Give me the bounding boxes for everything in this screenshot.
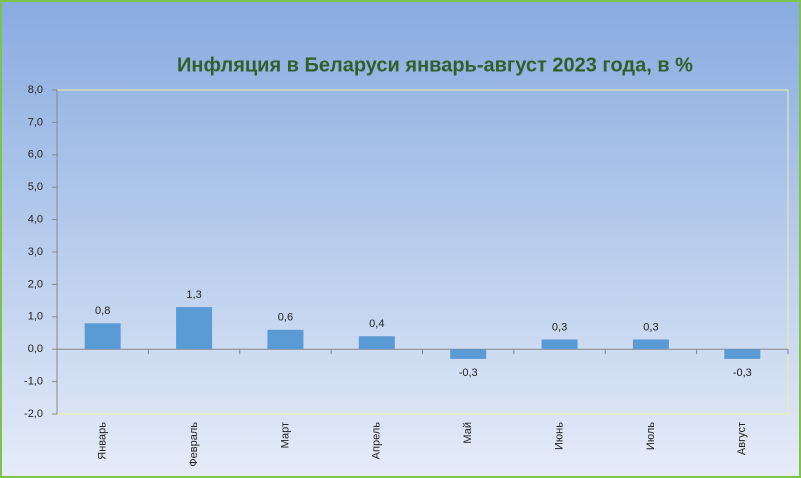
x-tick-label: Август [736, 422, 748, 455]
x-tick-label: Июль [645, 422, 657, 450]
data-label: 0,6 [278, 312, 293, 324]
data-label: -0,3 [733, 367, 752, 379]
data-label: 0,4 [369, 318, 384, 330]
x-tick-label: Февраль [188, 422, 200, 467]
y-tick-label: -1,0 [24, 376, 43, 388]
y-tick-label: 0,0 [28, 343, 43, 355]
y-tick-label: 1,0 [28, 311, 43, 323]
data-label: 0,3 [552, 321, 567, 333]
bar [724, 349, 761, 359]
y-tick-label: -2,0 [24, 408, 43, 420]
bar [84, 323, 121, 350]
y-tick-label: 3,0 [28, 246, 43, 258]
bar [450, 349, 487, 359]
bar [358, 336, 395, 350]
y-tick-label: 2,0 [28, 278, 43, 290]
chart-title: Инфляция в Беларуси январь-август 2023 г… [177, 54, 693, 76]
x-tick-label: Апрель [371, 422, 383, 460]
x-tick-label: Май [462, 422, 474, 444]
y-tick-label: 5,0 [28, 181, 43, 193]
data-label: 0,8 [95, 305, 110, 317]
bar [176, 307, 213, 350]
y-tick-label: 4,0 [28, 214, 43, 226]
data-label: 1,3 [186, 289, 201, 301]
data-label: -0,3 [459, 367, 478, 379]
bar [267, 329, 304, 350]
bar [541, 339, 578, 350]
x-tick-label: Июнь [553, 422, 565, 450]
y-tick-label: 7,0 [28, 116, 43, 128]
data-label: 0,3 [643, 321, 658, 333]
bar [632, 339, 669, 350]
y-tick-label: 8,0 [28, 84, 43, 96]
y-tick-label: 6,0 [28, 149, 43, 161]
x-tick-label: Март [279, 422, 291, 448]
x-tick-label: Январь [97, 422, 109, 460]
